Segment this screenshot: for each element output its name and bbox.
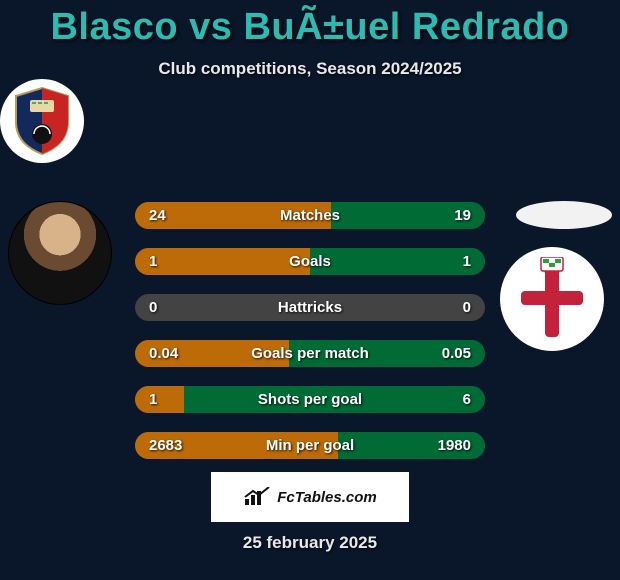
stat-label: Min per goal [266,437,354,454]
stat-row: 24 Matches 19 [135,202,485,229]
stat-fill-left [135,248,310,275]
attribution-text: FcTables.com [277,489,376,506]
attribution-badge: FcTables.com [211,472,409,522]
team-badge-right [500,247,604,351]
stat-label: Goals per match [251,345,369,362]
stat-value-right: 1 [463,253,471,270]
stat-value-left: 1 [149,391,157,408]
comparison-stage: 24 Matches 19 1 Goals 1 0 Hattricks 0 0.04 Goals p… [0,79,620,559]
stat-label: Matches [280,207,340,224]
page-subtitle: Club competitions, Season 2024/2025 [0,59,620,79]
stat-row: 1 Goals 1 [135,248,485,275]
stat-value-right: 6 [463,391,471,408]
stat-fill-right [310,248,485,275]
flag-right [516,201,612,229]
stat-fill-left [135,386,184,413]
stats-list: 24 Matches 19 1 Goals 1 0 Hattricks 0 0.04 Goals p… [135,202,485,478]
stat-row: 2683 Min per goal 1980 [135,432,485,459]
player-photo-left [8,201,112,305]
stat-row: 1 Shots per goal 6 [135,386,485,413]
cross-badge-icon [515,257,589,341]
stat-value-right: 1980 [438,437,471,454]
team-badge-left [0,79,84,163]
stat-label: Hattricks [278,299,342,316]
stat-value-left: 0.04 [149,345,178,362]
stat-value-left: 0 [149,299,157,316]
stat-value-left: 1 [149,253,157,270]
stat-row: 0 Hattricks 0 [135,294,485,321]
bar-chart-icon [243,487,271,507]
generated-date: 25 february 2025 [0,533,620,553]
stat-value-right: 0 [463,299,471,316]
page-title: Blasco vs BuÃ±uel Redrado [0,0,620,49]
stat-value-left: 24 [149,207,166,224]
shield-icon [10,86,74,156]
stat-value-left: 2683 [149,437,182,454]
stat-label: Goals [289,253,331,270]
stat-label: Shots per goal [258,391,362,408]
stat-row: 0.04 Goals per match 0.05 [135,340,485,367]
stat-value-right: 19 [454,207,471,224]
stat-value-right: 0.05 [442,345,471,362]
